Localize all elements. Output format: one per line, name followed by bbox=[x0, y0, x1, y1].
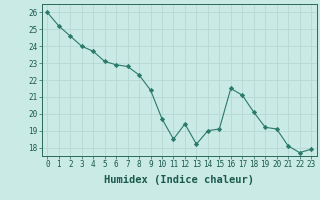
X-axis label: Humidex (Indice chaleur): Humidex (Indice chaleur) bbox=[104, 175, 254, 185]
